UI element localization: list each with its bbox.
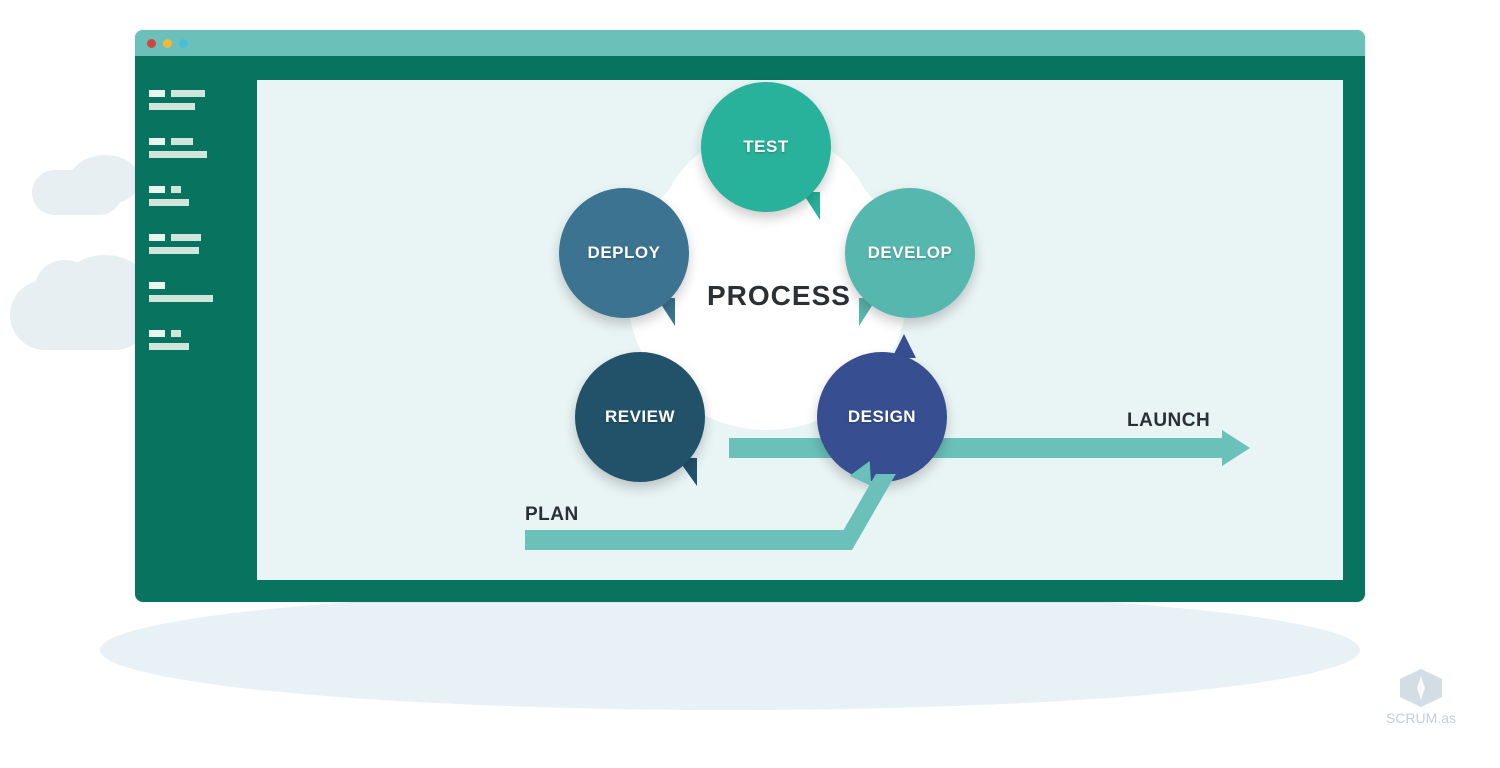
sidebar-item: [149, 282, 239, 302]
bubble-label: TEST: [743, 137, 788, 157]
minimize-icon[interactable]: [163, 39, 172, 48]
sidebar-item: [149, 138, 239, 158]
bubble-label: DESIGN: [848, 407, 916, 427]
sidebar-item: [149, 90, 239, 110]
app-window: LAUNCH PROCESS TEST DEVELOP DESIGN REVIE…: [135, 30, 1365, 602]
plan-arrow: [525, 530, 845, 550]
bubble-review: REVIEW: [575, 352, 705, 482]
launch-label: LAUNCH: [1127, 410, 1210, 432]
bg-cloud: [35, 260, 95, 315]
launch-arrow: [729, 438, 1224, 458]
plan-label: PLAN: [525, 504, 579, 526]
diagram-canvas: LAUNCH PROCESS TEST DEVELOP DESIGN REVIE…: [257, 80, 1343, 580]
bubble-label: DEVELOP: [868, 243, 953, 263]
center-label: PROCESS: [707, 280, 851, 312]
sidebar-item: [149, 330, 239, 350]
sidebar: [149, 90, 239, 378]
bubble-deploy: DEPLOY: [559, 188, 689, 318]
titlebar: [135, 30, 1365, 56]
watermark: SCRUM.as: [1386, 668, 1456, 726]
bubble-label: REVIEW: [605, 407, 675, 427]
bg-cloud: [70, 155, 140, 205]
sidebar-item: [149, 186, 239, 206]
watermark-text: SCRUM.as: [1386, 710, 1456, 726]
floor-shadow: [100, 590, 1360, 710]
bubble-develop: DEVELOP: [845, 188, 975, 318]
bubble-label: DEPLOY: [588, 243, 661, 263]
sidebar-item: [149, 234, 239, 254]
maximize-icon[interactable]: [179, 39, 188, 48]
plan-arrow-slant: [832, 474, 896, 550]
bubble-design: DESIGN: [817, 352, 947, 482]
close-icon[interactable]: [147, 39, 156, 48]
bubble-test: TEST: [701, 82, 831, 212]
watermark-hex-icon: [1398, 668, 1444, 708]
launch-arrow-head: [1222, 430, 1250, 466]
